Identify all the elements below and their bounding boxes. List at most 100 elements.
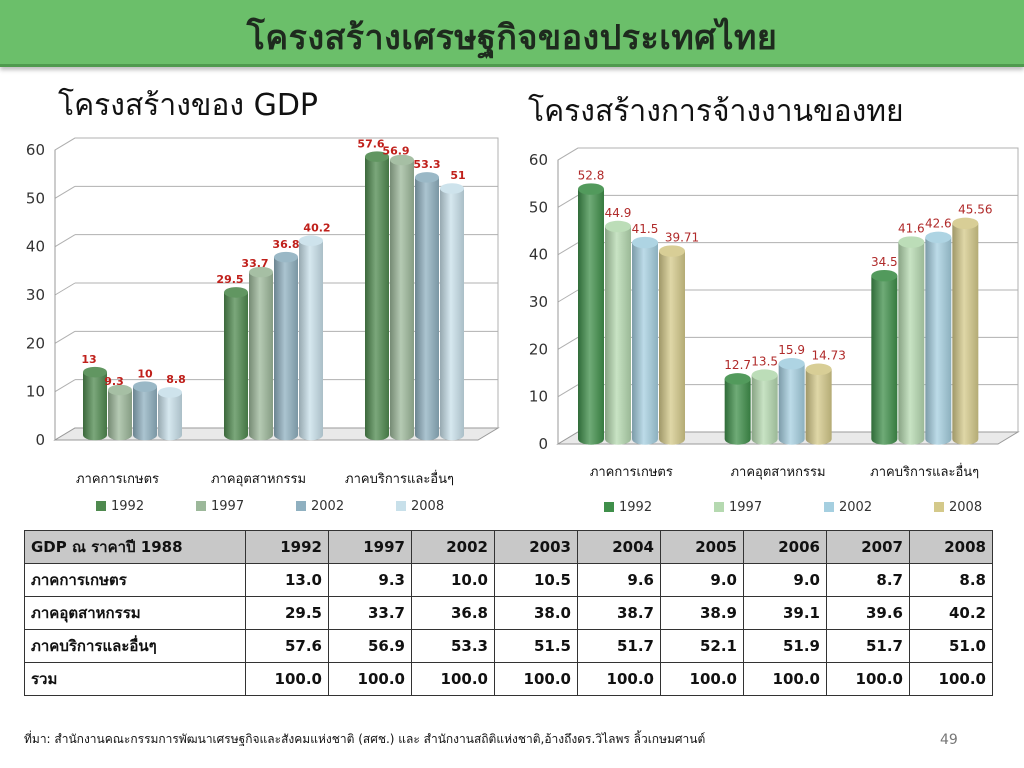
data-label: 51 bbox=[450, 169, 465, 182]
bar-cap bbox=[805, 363, 832, 375]
data-label: 42.6 bbox=[925, 217, 952, 231]
table-cell: 51.9 bbox=[743, 629, 827, 663]
bar-1997-0 bbox=[108, 384, 132, 441]
legend-label: 1997 bbox=[211, 499, 244, 514]
page-number: 49 bbox=[940, 732, 958, 748]
bar-cap bbox=[871, 269, 898, 282]
bar-cap bbox=[274, 251, 298, 263]
data-label: 44.9 bbox=[605, 206, 632, 220]
y-tick-label: 0 bbox=[35, 431, 45, 449]
table-cell: 8.7 bbox=[826, 563, 910, 597]
table-row: ภาคอุตสาหกรรม 29.5 33.7 36.8 38.0 38.7 38.9 39.… bbox=[24, 596, 993, 630]
data-label: 33.7 bbox=[241, 257, 268, 270]
data-label: 13 bbox=[81, 353, 96, 366]
data-label: 10 bbox=[137, 367, 153, 380]
gridline-side bbox=[54, 234, 76, 248]
table-cell: 100.0 bbox=[660, 662, 744, 696]
category-label: ภาคบริการและอื่นๆ bbox=[345, 470, 454, 487]
table-header-year: 2002 bbox=[411, 530, 495, 564]
legend-swatch bbox=[96, 501, 106, 511]
bar-cap bbox=[751, 369, 778, 381]
gridline-side bbox=[54, 137, 76, 151]
legend-label: 1992 bbox=[111, 499, 144, 514]
bar-body bbox=[605, 226, 631, 445]
bar-1997-0 bbox=[605, 220, 631, 445]
gdp-table: GDP ณ ราคาปี 1988 1992 1997 2002 2003 2004 200… bbox=[24, 530, 993, 696]
table-cell: 38.7 bbox=[577, 596, 661, 630]
bar-cap bbox=[249, 266, 273, 278]
row-label: ภาคบริการและอื่นๆ bbox=[24, 629, 246, 663]
table-cell: 10.5 bbox=[494, 563, 578, 597]
category-label: ภาคการเกษตร bbox=[590, 465, 673, 480]
data-label: 39.71 bbox=[665, 230, 699, 244]
bar-1992-2 bbox=[871, 269, 898, 445]
table-header-year: 2007 bbox=[826, 530, 910, 564]
table-header-year: 1997 bbox=[328, 530, 412, 564]
table-cell: 13.0 bbox=[245, 563, 329, 597]
table-body: ภาคการเกษตร 13.0 9.3 10.0 10.5 9.6 9.0 9.0 8.7 8.… bbox=[24, 563, 993, 696]
table-row: ภาคบริการและอื่นๆ 57.6 56.9 53.3 51.5 51.7 52.… bbox=[24, 629, 993, 663]
y-tick-label: 60 bbox=[26, 141, 45, 159]
category-label: ภาคการเกษตร bbox=[76, 472, 159, 487]
table-header-row: GDP ณ ราคาปี 1988 1992 1997 2002 2003 2004 200… bbox=[24, 530, 993, 564]
bar-2002-1 bbox=[274, 251, 298, 441]
bar-body bbox=[274, 257, 298, 441]
table-cell: 39.1 bbox=[743, 596, 827, 630]
bar-body bbox=[299, 240, 323, 441]
gridline-side bbox=[557, 289, 579, 303]
bar-cap bbox=[390, 154, 414, 166]
table-header-year: 2003 bbox=[494, 530, 578, 564]
table-cell: 100.0 bbox=[411, 662, 495, 696]
bar-cap bbox=[925, 231, 952, 244]
gridline-side bbox=[54, 282, 76, 296]
data-label: 56.9 bbox=[382, 145, 409, 158]
data-label: 9.3 bbox=[104, 375, 124, 388]
bar-2002-2 bbox=[415, 172, 439, 441]
data-label: 13.5 bbox=[751, 354, 778, 368]
bar-2008-0 bbox=[158, 387, 182, 441]
y-tick-label: 60 bbox=[529, 151, 548, 169]
table-header-year: 2006 bbox=[743, 530, 827, 564]
bar-2008-1 bbox=[805, 363, 832, 445]
bar-cap bbox=[605, 220, 631, 233]
legend-label: 2002 bbox=[839, 500, 872, 515]
bar-1997-2 bbox=[898, 236, 925, 445]
bar-body bbox=[224, 292, 248, 441]
data-label: 45.56 bbox=[958, 203, 992, 217]
bar-1992-0 bbox=[578, 183, 604, 445]
bar-cap bbox=[778, 358, 805, 370]
legend-label: 2008 bbox=[411, 499, 444, 514]
bar-cap bbox=[108, 384, 132, 396]
bar-2008-0 bbox=[659, 245, 685, 445]
bar-cap bbox=[158, 387, 182, 398]
y-tick-label: 20 bbox=[26, 334, 45, 352]
bar-body bbox=[952, 223, 979, 445]
y-tick-label: 50 bbox=[26, 189, 45, 207]
gridline-side bbox=[557, 194, 579, 208]
table-header-year: 2005 bbox=[660, 530, 744, 564]
bar-body bbox=[83, 372, 107, 441]
bar-1997-2 bbox=[390, 154, 414, 441]
bar-2002-0 bbox=[632, 236, 658, 445]
table-cell: 100.0 bbox=[328, 662, 412, 696]
bar-body bbox=[578, 189, 604, 445]
data-label: 53.3 bbox=[413, 158, 440, 171]
bar-body bbox=[365, 156, 389, 441]
gridline-side bbox=[557, 384, 579, 398]
gridline-side bbox=[54, 379, 76, 393]
table-cell: 33.7 bbox=[328, 596, 412, 630]
legend-label: 2008 bbox=[949, 500, 982, 515]
gdp-structure-chart: 0 10 20 30 40 50 60 13 9.3 10 8.8 ภาคการเกษตร 29.5 33… bbox=[26, 137, 500, 514]
table-header-year: 2004 bbox=[577, 530, 661, 564]
bar-1992-1 bbox=[724, 373, 751, 445]
table-cell: 100.0 bbox=[743, 662, 827, 696]
bar-cap bbox=[578, 183, 604, 195]
data-label: 34.5 bbox=[871, 255, 898, 269]
bar-body bbox=[871, 275, 898, 445]
y-tick-label: 30 bbox=[529, 293, 548, 311]
legend-label: 1992 bbox=[619, 500, 652, 515]
table-cell: 51.5 bbox=[494, 629, 578, 663]
gdp-chart-title: โครงสร้างของ GDP bbox=[58, 88, 319, 123]
bar-body bbox=[724, 378, 751, 445]
employment-structure-chart: 0 10 20 30 40 50 60 52.8 44.941.5 39.71 ภาคการเกษต… bbox=[529, 147, 1020, 515]
